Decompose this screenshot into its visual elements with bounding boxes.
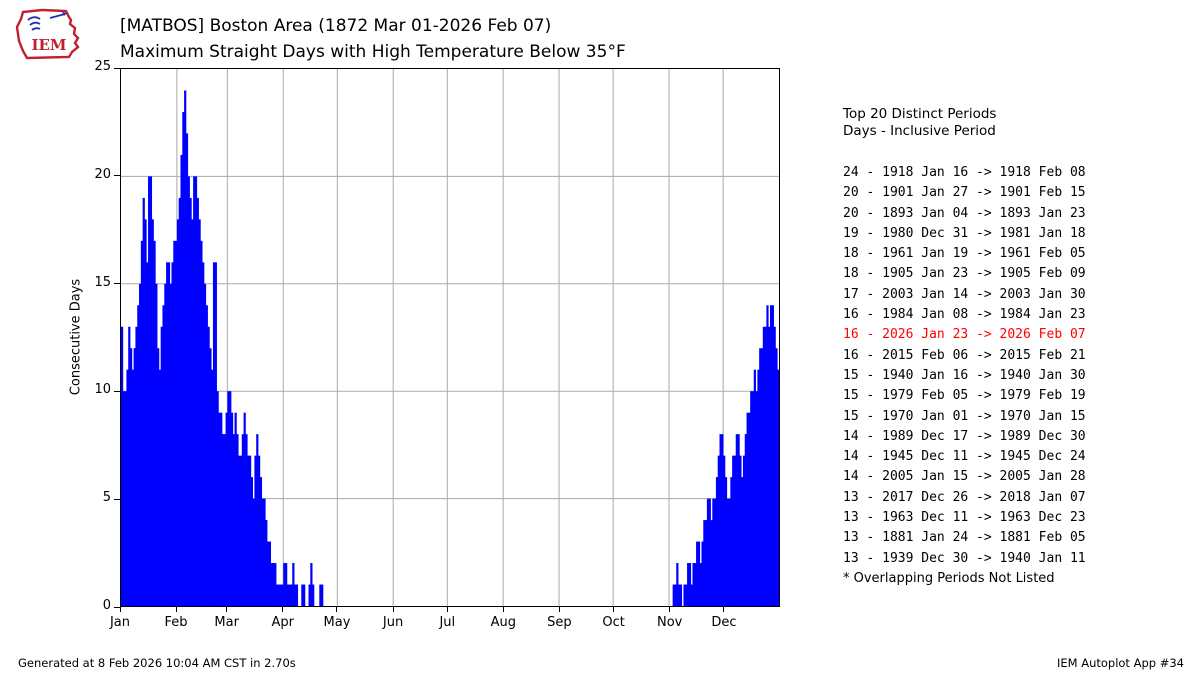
footer-generated-at: Generated at 8 Feb 2026 10:04 AM CST in … (18, 656, 296, 670)
top20-entry: 14 - 2005 Jan 15 -> 2005 Jan 28 (843, 469, 1086, 485)
x-tick-label: Aug (490, 615, 517, 630)
x-tick-mark (119, 607, 121, 612)
iowa-map-icon: IEM (15, 8, 80, 60)
panel-heading: Top 20 Distinct Periods (843, 106, 997, 122)
x-tick-mark (723, 607, 725, 612)
top20-entry: 13 - 1963 Dec 11 -> 1963 Dec 23 (843, 510, 1086, 526)
y-tick-label: 0 (102, 598, 111, 613)
x-tick-mark (613, 607, 615, 612)
bar-chart (121, 69, 779, 606)
x-tick-mark (446, 607, 448, 612)
top20-entry: 15 - 1970 Jan 01 -> 1970 Jan 15 (843, 408, 1086, 424)
x-tick-label: May (323, 615, 351, 630)
x-tick-mark (558, 607, 560, 612)
x-tick-label: Oct (602, 615, 625, 630)
wind-arrow-icon (49, 13, 66, 19)
x-tick-label: Mar (214, 615, 239, 630)
top20-entry: 16 - 2015 Feb 06 -> 2015 Feb 21 (843, 347, 1086, 363)
top20-entry: 14 - 1989 Dec 17 -> 1989 Dec 30 (843, 428, 1086, 444)
x-tick-label: Feb (164, 615, 188, 630)
title-block: [MATBOS] Boston Area (1872 Mar 01-2026 F… (120, 13, 626, 65)
x-tick-label: Nov (657, 615, 683, 630)
top20-entry: 20 - 1901 Jan 27 -> 1901 Feb 15 (843, 185, 1086, 201)
top20-entry: 17 - 2003 Jan 14 -> 2003 Jan 30 (843, 286, 1086, 302)
x-tick-label: Jan (109, 615, 131, 630)
top20-list: 24 - 1918 Jan 16 -> 1918 Feb 08 20 - 1901… (843, 163, 1183, 569)
x-tick-mark (392, 607, 394, 612)
x-tick-label: Dec (711, 615, 737, 630)
panel-footnote: * Overlapping Periods Not Listed (843, 570, 1055, 586)
chart-title: [MATBOS] Boston Area (1872 Mar 01-2026 F… (120, 16, 552, 36)
top20-entry: 13 - 2017 Dec 26 -> 2018 Jan 07 (843, 489, 1086, 505)
tornado-icon (27, 16, 41, 31)
chart-subtitle: Maximum Straight Days with High Temperat… (120, 42, 626, 62)
top20-entry: 13 - 1939 Dec 30 -> 1940 Jan 11 (843, 550, 1086, 566)
y-tick-label: 5 (102, 490, 111, 506)
x-tick-label: Jun (382, 615, 404, 630)
y-axis-label: Consecutive Days (68, 278, 84, 396)
x-tick-mark (282, 607, 284, 612)
x-tick-label: Apr (271, 615, 294, 630)
x-tick-label: Sep (547, 615, 572, 630)
panel-subheading: Days - Inclusive Period (843, 122, 996, 139)
footer: Generated at 8 Feb 2026 10:04 AM CST in … (0, 651, 1200, 675)
top20-entry: 19 - 1980 Dec 31 -> 1981 Jan 18 (843, 225, 1086, 241)
top20-entry: 14 - 1945 Dec 11 -> 1945 Dec 24 (843, 449, 1086, 465)
x-tick-mark (502, 607, 504, 612)
top20-entry: 16 - 1984 Jan 08 -> 1984 Jan 23 (843, 307, 1086, 323)
top20-entry: 18 - 1961 Jan 19 -> 1961 Feb 05 (843, 246, 1086, 262)
x-tick-mark (226, 607, 228, 612)
plot-area (120, 68, 780, 607)
footer-app-id: IEM Autoplot App #34 (1056, 656, 1184, 670)
x-tick-label: Jul (439, 615, 456, 630)
top20-entry: 24 - 1918 Jan 16 -> 1918 Feb 08 (843, 165, 1086, 180)
iem-logo: IEM (12, 5, 90, 63)
x-tick-mark (669, 607, 671, 612)
y-tick-label: 20 (94, 166, 111, 182)
x-tick-mark (175, 607, 177, 612)
top20-entry: 16 - 2026 Jan 23 -> 2026 Feb 07 (843, 327, 1086, 343)
x-tick-mark (336, 607, 338, 612)
top20-panel: Top 20 Distinct Periods Days - Inclusive… (843, 106, 1183, 589)
top20-entry: 15 - 1940 Jan 16 -> 1940 Jan 30 (843, 367, 1086, 383)
top20-entry: 20 - 1893 Jan 04 -> 1893 Jan 23 (843, 205, 1086, 221)
logo-text: IEM (31, 36, 66, 54)
top20-entry: 13 - 1881 Jan 24 -> 1881 Feb 05 (843, 530, 1086, 546)
top20-entry: 18 - 1905 Jan 23 -> 1905 Feb 09 (843, 266, 1086, 282)
top20-entry: 15 - 1979 Feb 05 -> 1979 Feb 19 (843, 388, 1086, 404)
